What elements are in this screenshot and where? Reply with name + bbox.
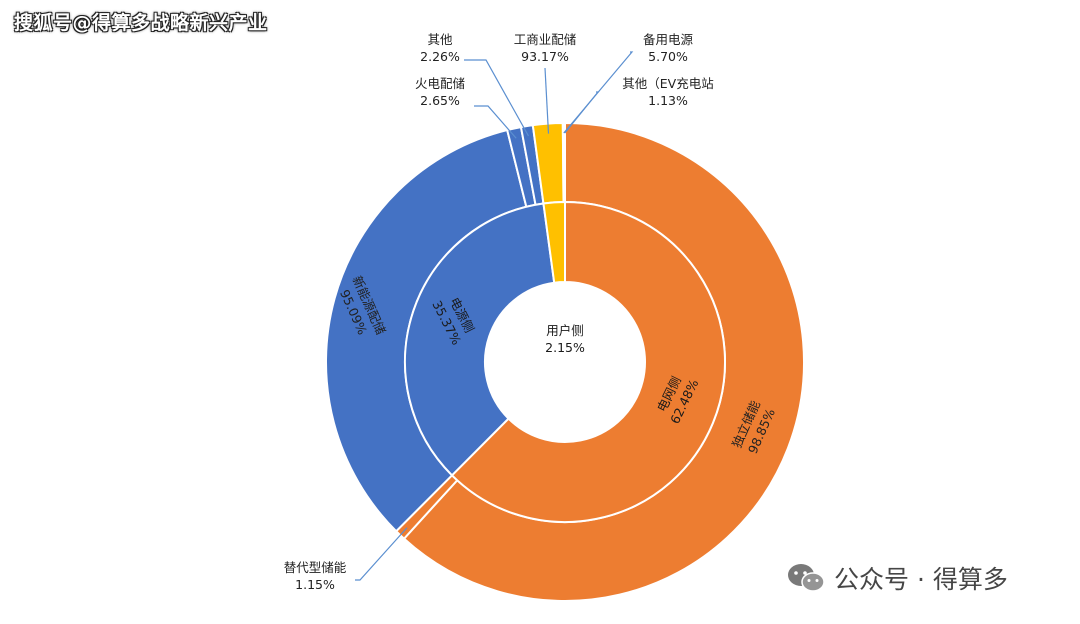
leader-lines xyxy=(355,51,634,581)
label-outer-ev: 其他（EV充电站 1.13% xyxy=(622,76,713,108)
inner-ring xyxy=(404,200,726,523)
wechat-icon xyxy=(788,564,825,592)
watermark-bottom-text: 公众号 · 得算多 xyxy=(834,565,1008,594)
watermark-top: 搜狐号@得算多战略新兴产业 xyxy=(14,12,268,34)
leader-line xyxy=(544,67,550,134)
inner-slice-用户侧 xyxy=(542,200,566,284)
label-outer-source-other: 其他 2.26% xyxy=(420,32,460,64)
leader-line xyxy=(355,527,408,581)
inner-slice-电网侧 xyxy=(450,200,726,523)
leader-line xyxy=(464,59,529,137)
label-inner-source: 电源侧35.37% xyxy=(429,290,479,347)
watermark-bottom: 公众号 · 得算多 xyxy=(786,560,1008,596)
leader-line xyxy=(474,105,517,139)
outer-ring xyxy=(325,121,805,602)
leader-line xyxy=(564,91,600,134)
label-outer-backup: 备用电源 5.70% xyxy=(643,32,694,64)
inner-slice-电源侧 xyxy=(404,202,556,477)
label-outer-thermal: 火电配储 2.65% xyxy=(415,76,465,108)
label-outer-alternative: 替代型储能 1.15% xyxy=(284,560,347,592)
label-inner-user: 用户侧 2.15% xyxy=(545,323,585,355)
label-outer-commercial: 工商业配储 93.17% xyxy=(514,32,577,64)
